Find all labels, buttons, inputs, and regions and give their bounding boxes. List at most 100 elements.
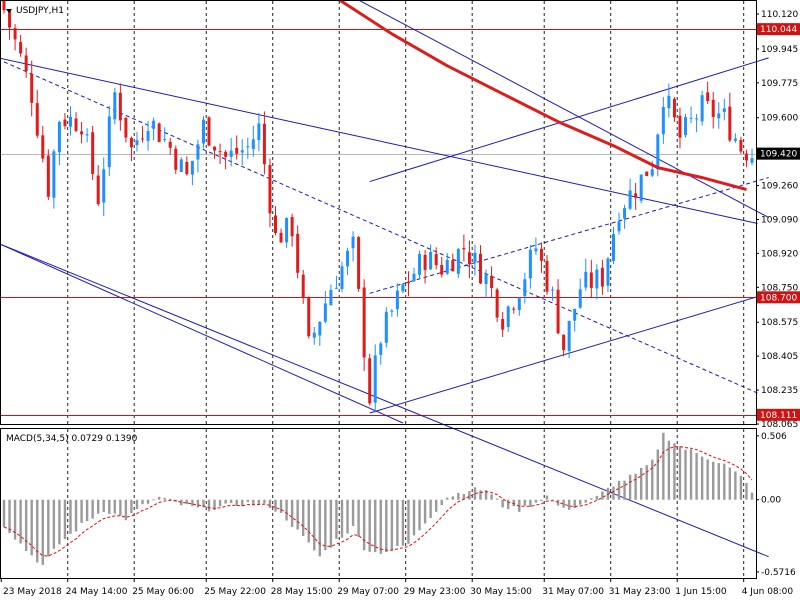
macd-bar — [224, 499, 227, 504]
bull-candle — [534, 248, 538, 252]
macd-bar — [24, 499, 28, 552]
bear-candle — [301, 274, 305, 299]
level-tag: 108.111 — [760, 411, 797, 421]
macd-bar — [63, 499, 67, 540]
macd-bar — [285, 499, 288, 521]
macd-bar — [80, 499, 83, 523]
time-tick-label: 29 May 07:00 — [337, 587, 399, 597]
bear-candle — [501, 318, 505, 330]
macd-bar — [745, 482, 748, 500]
bear-candle — [91, 132, 95, 174]
bull-candle — [57, 121, 61, 153]
price-tick-label: 109.260 — [761, 182, 798, 192]
macd-bar — [706, 459, 709, 500]
macd-bar — [573, 499, 576, 509]
macd-bar — [579, 499, 582, 505]
macd-bar — [96, 499, 100, 514]
bear-candle — [8, 10, 12, 28]
macd-bar — [329, 499, 333, 548]
bull-candle — [85, 134, 89, 136]
macd-bar — [529, 499, 532, 507]
macd-bar — [368, 499, 371, 552]
bear-candle — [672, 98, 676, 118]
level-tag-bg — [757, 23, 800, 36]
macd-bar — [689, 449, 693, 500]
bull-candle — [196, 144, 200, 160]
bull-candle — [567, 320, 571, 352]
time-axis: 23 May 2018 24 May 14:00 25 May 06:00 25 Ma… — [0, 578, 793, 597]
macd-bar — [468, 490, 471, 500]
bear-candle — [539, 248, 543, 261]
bear-candle — [296, 233, 300, 273]
macd-bar — [562, 499, 565, 508]
macd-bar — [180, 499, 183, 506]
macd-bar — [202, 499, 205, 508]
macd-bar — [13, 499, 17, 540]
time-tick-label: 31 May 23:00 — [609, 587, 671, 597]
macd-bar — [645, 465, 648, 500]
macd-bar — [307, 499, 310, 543]
bear-candle — [495, 289, 499, 318]
macd-bar — [623, 480, 626, 500]
macd-bar — [252, 499, 255, 506]
bull-candle — [395, 290, 399, 310]
macd-bar — [390, 499, 394, 551]
bear-candle — [440, 264, 444, 275]
price-tick-label: 108.405 — [761, 352, 798, 362]
macd-bar — [412, 499, 416, 536]
macd-bar — [484, 490, 488, 500]
bull-candle — [595, 269, 599, 289]
bull-candle — [179, 159, 183, 172]
macd-axis: 0.506 0.00 -0.5716 — [756, 432, 796, 578]
macd-bar — [290, 499, 294, 527]
macd-bar — [523, 499, 527, 506]
macd-bar — [302, 499, 305, 537]
macd-bar — [700, 456, 704, 500]
bear-candle — [357, 237, 361, 289]
macd-bar — [462, 494, 466, 500]
bull-candle — [240, 150, 244, 153]
macd-bar — [440, 499, 443, 506]
macd-bar — [340, 499, 344, 538]
bear-candle — [600, 267, 604, 287]
bear-candle — [728, 106, 732, 141]
pane-frames — [0, 0, 757, 579]
macd-bar — [662, 432, 665, 500]
price-tick-label: 109.775 — [761, 79, 798, 89]
macd-bar — [728, 467, 732, 500]
macd-bar — [257, 499, 261, 504]
bull-candle — [412, 273, 416, 282]
bear-candle — [290, 217, 294, 237]
bull-candle — [717, 113, 721, 119]
dropdown-triangle-icon[interactable] — [6, 9, 12, 13]
bear-candle — [362, 287, 366, 358]
macd-bar — [473, 487, 477, 500]
macd-bar — [157, 496, 161, 500]
bull-candle — [146, 131, 150, 141]
bull-candle — [329, 289, 333, 306]
macd-bar — [163, 497, 166, 500]
bull-candle — [584, 271, 588, 288]
macd-bar — [617, 480, 621, 500]
macd-bar — [595, 495, 599, 500]
bull-candle — [351, 236, 355, 249]
bull-candle — [445, 259, 449, 274]
macd-bar — [423, 499, 427, 524]
bear-candle — [556, 289, 560, 334]
time-tick-label: 24 May 14:00 — [66, 587, 128, 597]
bear-candle — [268, 165, 272, 214]
bull-candle — [684, 117, 688, 136]
bear-candle — [678, 115, 682, 138]
bear-candle — [451, 260, 455, 272]
bull-candle — [695, 118, 699, 120]
time-tick-label: 29 May 23:00 — [404, 587, 466, 597]
macd-bar — [218, 499, 222, 507]
down-channel-lower — [0, 243, 404, 424]
macd-bar — [102, 499, 105, 513]
bull-candle — [190, 160, 194, 175]
chart-header[interactable]: USDJPY,H1 — [6, 6, 64, 16]
macd-bar — [379, 499, 382, 554]
macd-bar — [229, 499, 233, 503]
time-tick-label: 23 May 2018 — [3, 587, 62, 597]
bull-candle — [733, 138, 737, 141]
